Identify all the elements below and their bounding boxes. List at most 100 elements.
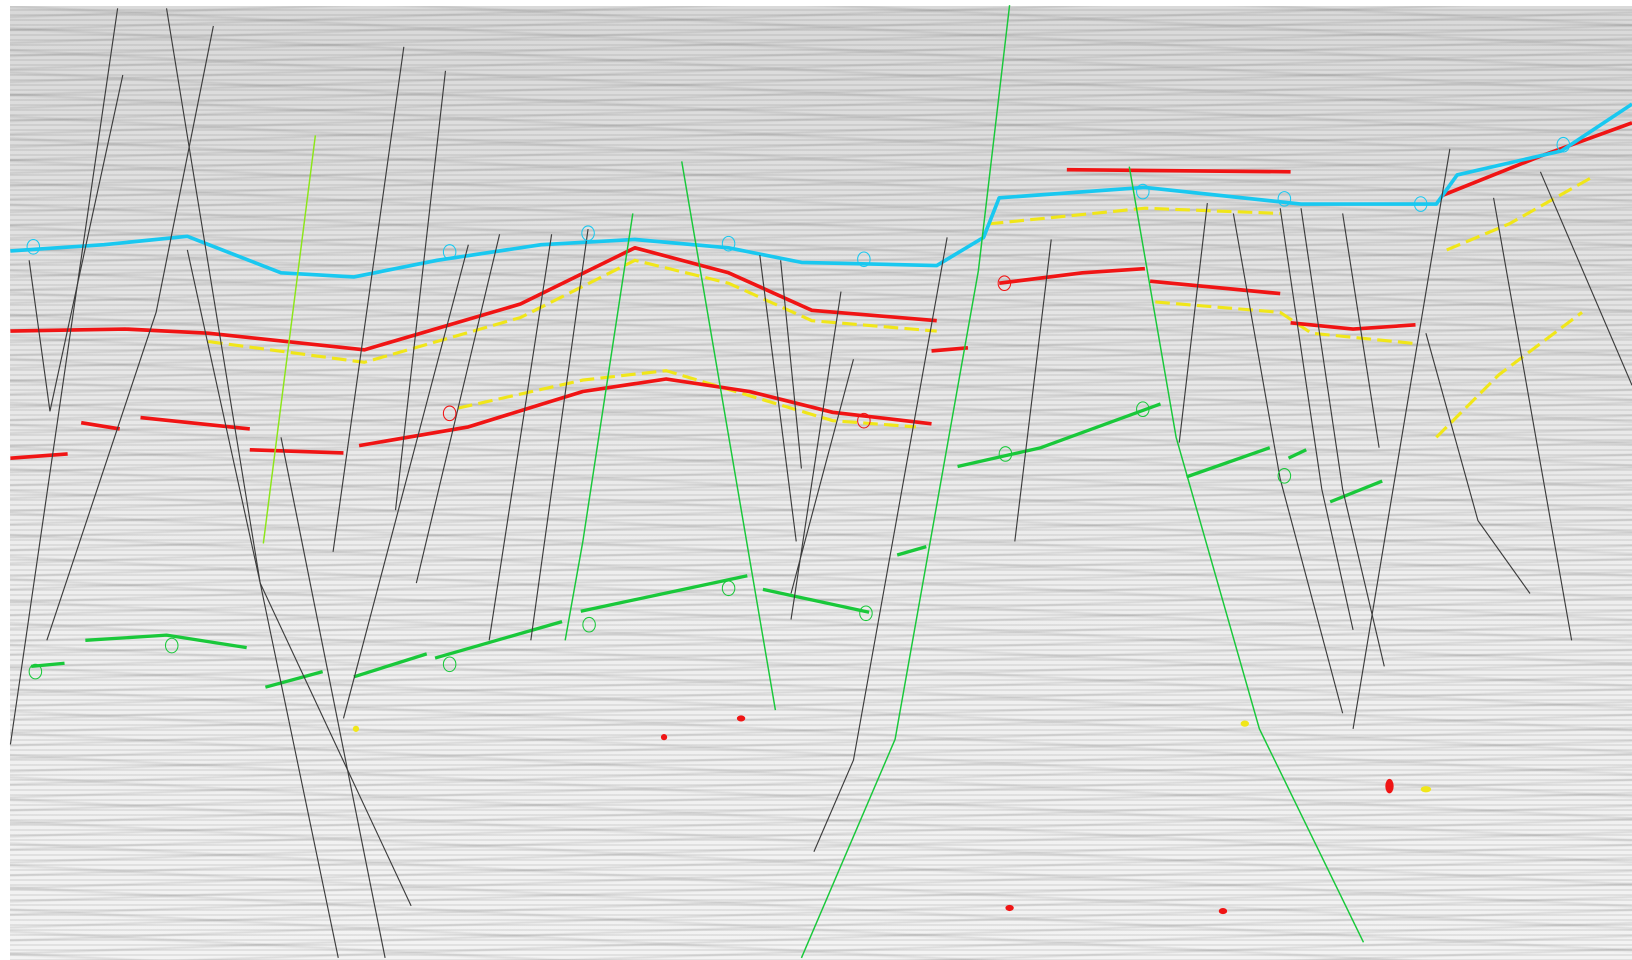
fault (1232, 213, 1344, 714)
amplitude-spot (660, 734, 668, 741)
amplitude-spot (736, 715, 746, 722)
fault (813, 237, 948, 852)
fault (564, 213, 634, 641)
fault (28, 260, 51, 412)
horizon (140, 415, 250, 431)
pick (26, 238, 41, 255)
fault (1425, 333, 1531, 594)
pick (442, 244, 457, 260)
pick (857, 251, 871, 268)
red-horizons (10, 121, 1632, 460)
horizon (31, 661, 65, 669)
fault (780, 260, 802, 469)
pick (859, 605, 873, 622)
pick (1556, 136, 1571, 153)
horizon (998, 266, 1146, 286)
amplitude-spots (352, 715, 1432, 915)
fault (1279, 208, 1354, 631)
horizon (1287, 448, 1307, 460)
fault (1342, 213, 1380, 448)
horizon-band (457, 369, 917, 429)
fault (262, 135, 317, 544)
pick (581, 225, 595, 242)
horizon (1440, 121, 1632, 198)
horizon-band (1446, 175, 1594, 252)
green-horizons (31, 402, 1383, 689)
fault (1300, 208, 1385, 667)
pick (1277, 191, 1292, 207)
fault (1539, 171, 1632, 386)
pick (164, 637, 179, 654)
horizon (10, 452, 68, 460)
fault (332, 46, 405, 552)
pick (997, 275, 1012, 292)
fault (1014, 239, 1052, 542)
pick (1277, 468, 1292, 484)
horizon (762, 587, 870, 614)
fault (1352, 148, 1451, 729)
horizon (249, 447, 344, 455)
fault (415, 234, 501, 584)
fault (1178, 202, 1208, 443)
horizon-band (1155, 300, 1416, 346)
fault (394, 70, 447, 511)
pick (721, 235, 736, 252)
fault (1493, 197, 1573, 641)
fault (49, 74, 124, 412)
fault (280, 437, 386, 959)
fault (790, 291, 842, 620)
fault (681, 161, 777, 711)
horizon (896, 545, 927, 557)
horizon (1185, 446, 1271, 479)
horizon (10, 102, 1632, 279)
faults (9, 8, 1632, 959)
horizon (264, 669, 324, 689)
pick (721, 580, 736, 597)
pick (442, 405, 457, 422)
green-faults (262, 5, 1365, 959)
fault (9, 8, 119, 745)
horizon (358, 377, 932, 448)
horizon-band (988, 206, 1281, 226)
horizon (353, 652, 428, 679)
fault (759, 255, 797, 542)
fault (342, 244, 469, 719)
pick (442, 656, 457, 673)
pick (1136, 183, 1150, 200)
fault (488, 234, 553, 641)
horizon (85, 633, 247, 650)
pick (998, 446, 1013, 462)
horizon-band (207, 258, 937, 364)
horizon (1149, 279, 1281, 296)
fault (800, 5, 1011, 959)
horizon (580, 574, 748, 613)
horizon (931, 345, 969, 353)
pick-markers (26, 136, 1571, 680)
horizon-band (1435, 311, 1583, 439)
fault (165, 8, 339, 959)
amplitude-spot (1420, 786, 1432, 793)
fault (530, 228, 589, 641)
amplitude-spot (352, 725, 360, 732)
horizon (1329, 479, 1383, 504)
fault (186, 249, 412, 907)
horizon (434, 620, 563, 660)
pick (1136, 401, 1150, 418)
pick (1413, 196, 1428, 212)
horizon (957, 402, 1162, 469)
amplitude-spot (1005, 904, 1014, 912)
fault (1128, 166, 1365, 943)
pick (582, 616, 596, 633)
yellow-bands (207, 175, 1594, 439)
horizon (80, 420, 120, 431)
amplitude-spot (1218, 907, 1228, 915)
fault (46, 25, 214, 641)
horizon (1066, 167, 1291, 174)
fault (790, 359, 855, 594)
amplitude-spot (1385, 778, 1394, 794)
pick (28, 663, 43, 680)
pick (857, 412, 871, 429)
horizon (1290, 320, 1416, 331)
